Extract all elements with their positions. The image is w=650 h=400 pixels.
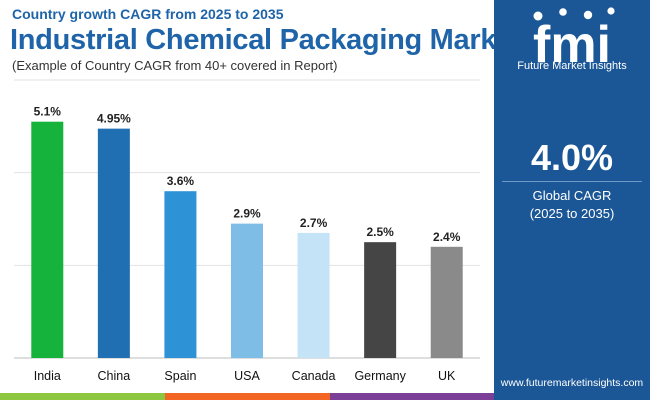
- global-cagr-period: (2025 to 2035): [529, 206, 615, 221]
- category-label-spain: Spain: [164, 369, 196, 383]
- global-cagr-value: 4.0%: [530, 137, 614, 178]
- side-panel: fmi Future Market Insights 4.0% Global C…: [494, 0, 650, 393]
- bar-canada: [297, 232, 330, 358]
- bar-uk: [430, 246, 463, 358]
- footer-segment-0: [0, 393, 165, 400]
- bar-spain: [164, 191, 197, 358]
- website-link[interactable]: www.futuremarketinsights.com: [500, 377, 644, 389]
- category-label-germany: Germany: [354, 369, 406, 383]
- value-label-uk: 2.4%: [433, 230, 461, 244]
- category-label-usa: USA: [234, 369, 260, 383]
- value-label-usa: 2.9%: [233, 207, 261, 221]
- bar-china: [97, 128, 130, 358]
- value-label-canada: 2.7%: [300, 216, 328, 230]
- footer-segment-1: [165, 393, 330, 400]
- fmi-logo: fmi: [533, 7, 615, 70]
- chart-title: Industrial Chemical Packaging Market: [10, 24, 522, 56]
- chart-subtitle: Country growth CAGR from 2025 to 2035: [12, 6, 284, 22]
- footer-segment-3: [494, 393, 650, 400]
- chart-note: (Example of Country CAGR from 40+ covere…: [12, 58, 338, 73]
- logo-letters: fmi: [533, 16, 611, 70]
- bar-germany: [364, 242, 397, 358]
- logo-caption: Future Market Insights: [517, 60, 627, 72]
- bar-chart: 5.1% India 4.95% China 3.6% Spain 2.9% USA 2.7% C…: [14, 79, 480, 383]
- stat-divider: [502, 181, 642, 182]
- category-label-china: China: [98, 369, 131, 383]
- category-label-canada: Canada: [292, 369, 336, 383]
- value-label-spain: 3.6%: [167, 174, 195, 188]
- value-label-india: 5.1%: [34, 105, 62, 119]
- category-label-uk: UK: [438, 369, 456, 383]
- global-cagr-label: Global CAGR: [532, 188, 612, 203]
- value-label-china: 4.95%: [97, 112, 131, 126]
- footer-segment-2: [330, 393, 494, 400]
- category-label-india: India: [34, 369, 61, 383]
- value-label-germany: 2.5%: [366, 225, 394, 239]
- bar-usa: [231, 223, 263, 358]
- bar-india: [31, 121, 64, 358]
